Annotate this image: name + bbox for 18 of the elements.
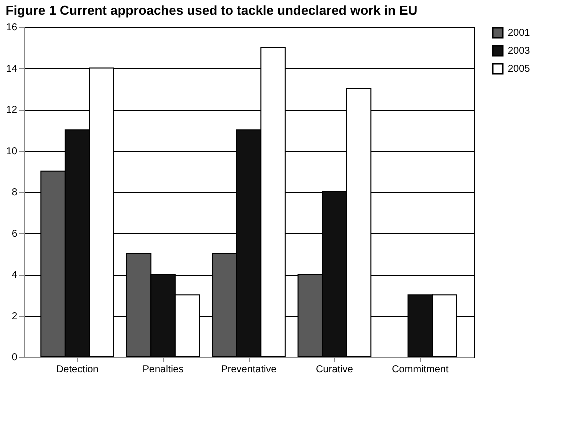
legend-label: 2003 (508, 46, 531, 57)
x-tick-label: Commitment (392, 364, 449, 376)
y-tick-label: 12 (6, 105, 18, 116)
chart-title: Figure 1 Current approaches used to tackle undeclared work in EU (6, 3, 418, 18)
y-tick-label: 16 (6, 22, 18, 34)
y-tick-label: 2 (12, 311, 18, 322)
x-tick-label: Preventative (221, 364, 278, 376)
y-tick-label: 4 (12, 270, 18, 281)
legend-label: 2001 (508, 28, 531, 39)
y-tick-label: 8 (12, 188, 18, 198)
x-tick-label: Detection (56, 364, 99, 376)
y-tick-label: 0 (12, 352, 18, 364)
x-tick-label: Curative (316, 364, 354, 376)
y-tick-label: 10 (6, 146, 18, 158)
legend-label: 2005 (508, 64, 531, 75)
y-tick-label: 6 (12, 228, 18, 240)
x-tick-label: Penalties (142, 364, 184, 376)
y-tick-label: 14 (6, 64, 18, 75)
